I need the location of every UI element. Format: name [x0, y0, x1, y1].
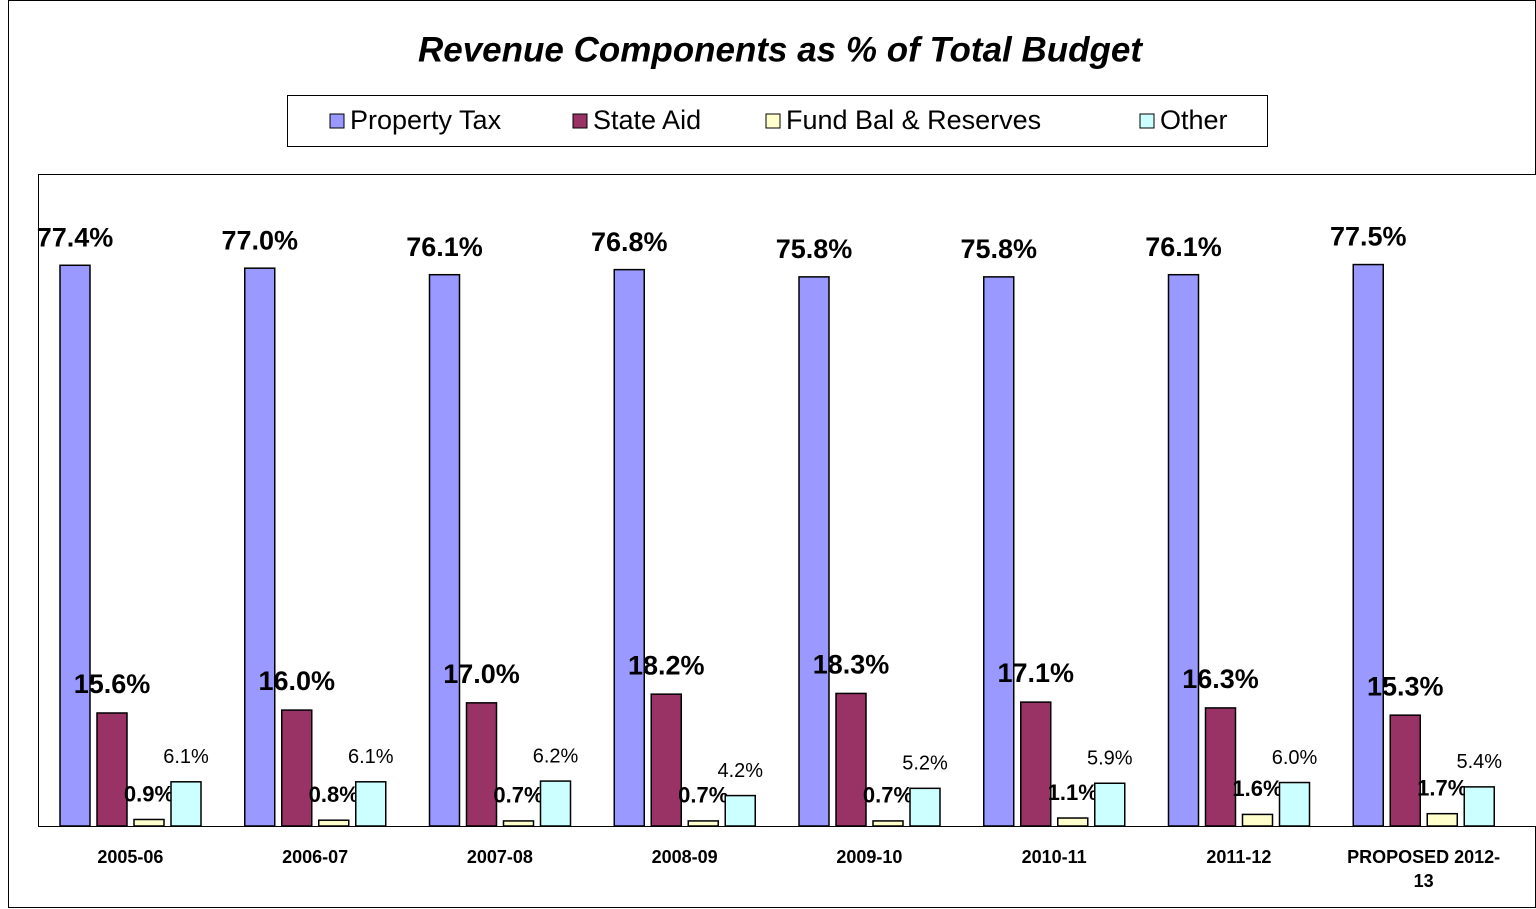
- data-label: 17.1%: [997, 658, 1074, 688]
- bar: [650, 693, 682, 827]
- data-label: 76.1%: [406, 232, 483, 262]
- legend-swatch: [765, 113, 781, 129]
- data-label: 77.5%: [1330, 222, 1407, 252]
- data-label: 0.8%: [309, 782, 359, 807]
- legend-label: Property Tax: [350, 105, 502, 135]
- bar: [133, 818, 165, 827]
- bar: [1278, 781, 1311, 827]
- data-label: 6.2%: [533, 745, 579, 767]
- bar: [724, 794, 756, 827]
- bar: [798, 276, 830, 827]
- bar: [687, 820, 719, 827]
- bar: [1389, 714, 1421, 827]
- data-label: 77.0%: [221, 225, 298, 255]
- x-tick-label: 2011-12: [1206, 847, 1272, 867]
- data-label: 16.0%: [258, 666, 335, 696]
- data-label: 6.0%: [1272, 747, 1318, 769]
- bar: [983, 276, 1015, 827]
- legend-swatch: [329, 113, 345, 129]
- data-label: 0.7%: [493, 783, 543, 808]
- bar: [613, 268, 645, 827]
- data-label: 76.8%: [591, 227, 668, 257]
- bar: [539, 780, 572, 827]
- data-label: 18.2%: [628, 650, 705, 680]
- x-tick-label: 2006-07: [282, 847, 349, 867]
- bar: [1241, 813, 1274, 827]
- data-label: 1.6%: [1232, 776, 1282, 801]
- bar: [1426, 812, 1458, 827]
- x-tick-label: 2009-10: [836, 847, 903, 867]
- bar: [244, 267, 276, 827]
- bar: [1352, 263, 1384, 827]
- bar: [502, 820, 535, 827]
- bar: [1167, 273, 1200, 827]
- bar: [96, 712, 128, 827]
- data-label: 15.6%: [74, 669, 151, 699]
- data-label: 16.3%: [1182, 664, 1259, 694]
- bar: [355, 781, 387, 827]
- bar: [1094, 782, 1126, 827]
- legend-swatch: [572, 113, 588, 129]
- data-label: 1.7%: [1417, 775, 1467, 800]
- data-label: 0.7%: [678, 783, 728, 808]
- data-label: 15.3%: [1367, 671, 1444, 701]
- data-label: 5.9%: [1087, 748, 1133, 770]
- data-label: 77.4%: [37, 222, 114, 252]
- data-label: 17.0%: [443, 659, 520, 689]
- bar: [59, 264, 91, 827]
- bar: [1463, 786, 1495, 827]
- legend-label: State Aid: [593, 105, 701, 135]
- bar: [318, 819, 350, 827]
- bar: [1204, 707, 1237, 827]
- data-label: 5.4%: [1456, 751, 1502, 773]
- x-tick-label: 2007-08: [466, 847, 533, 867]
- bar: [465, 702, 498, 827]
- bar: [872, 820, 904, 827]
- x-tick-label: 2005-06: [97, 847, 164, 867]
- x-tick-label: PROPOSED 2012-13: [1347, 847, 1501, 891]
- legend-label: Other: [1160, 105, 1228, 135]
- data-label: 4.2%: [717, 760, 763, 782]
- bar: [170, 781, 202, 827]
- bar: [428, 273, 461, 827]
- data-label: 1.1%: [1048, 780, 1098, 805]
- legend-label: Fund Bal & Reserves: [786, 105, 1041, 135]
- bar: [1020, 701, 1052, 827]
- data-label: 76.1%: [1145, 232, 1222, 262]
- bar: [281, 709, 313, 827]
- data-label: 18.3%: [813, 650, 890, 680]
- bar: [909, 787, 941, 827]
- x-tick-label: 2008-09: [651, 847, 718, 867]
- chart-title: Revenue Components as % of Total Budget: [418, 30, 1143, 69]
- data-label: 75.8%: [960, 234, 1037, 264]
- legend-swatch: [1139, 113, 1155, 129]
- data-label: 6.1%: [163, 746, 209, 768]
- data-label: 0.9%: [124, 781, 174, 806]
- data-label: 6.1%: [348, 746, 394, 768]
- data-label: 75.8%: [776, 234, 853, 264]
- data-label: 5.2%: [902, 753, 948, 775]
- bar: [835, 692, 867, 827]
- x-tick-label: 2010-11: [1021, 847, 1087, 867]
- data-label: 0.7%: [863, 783, 913, 808]
- bar: [1057, 817, 1089, 827]
